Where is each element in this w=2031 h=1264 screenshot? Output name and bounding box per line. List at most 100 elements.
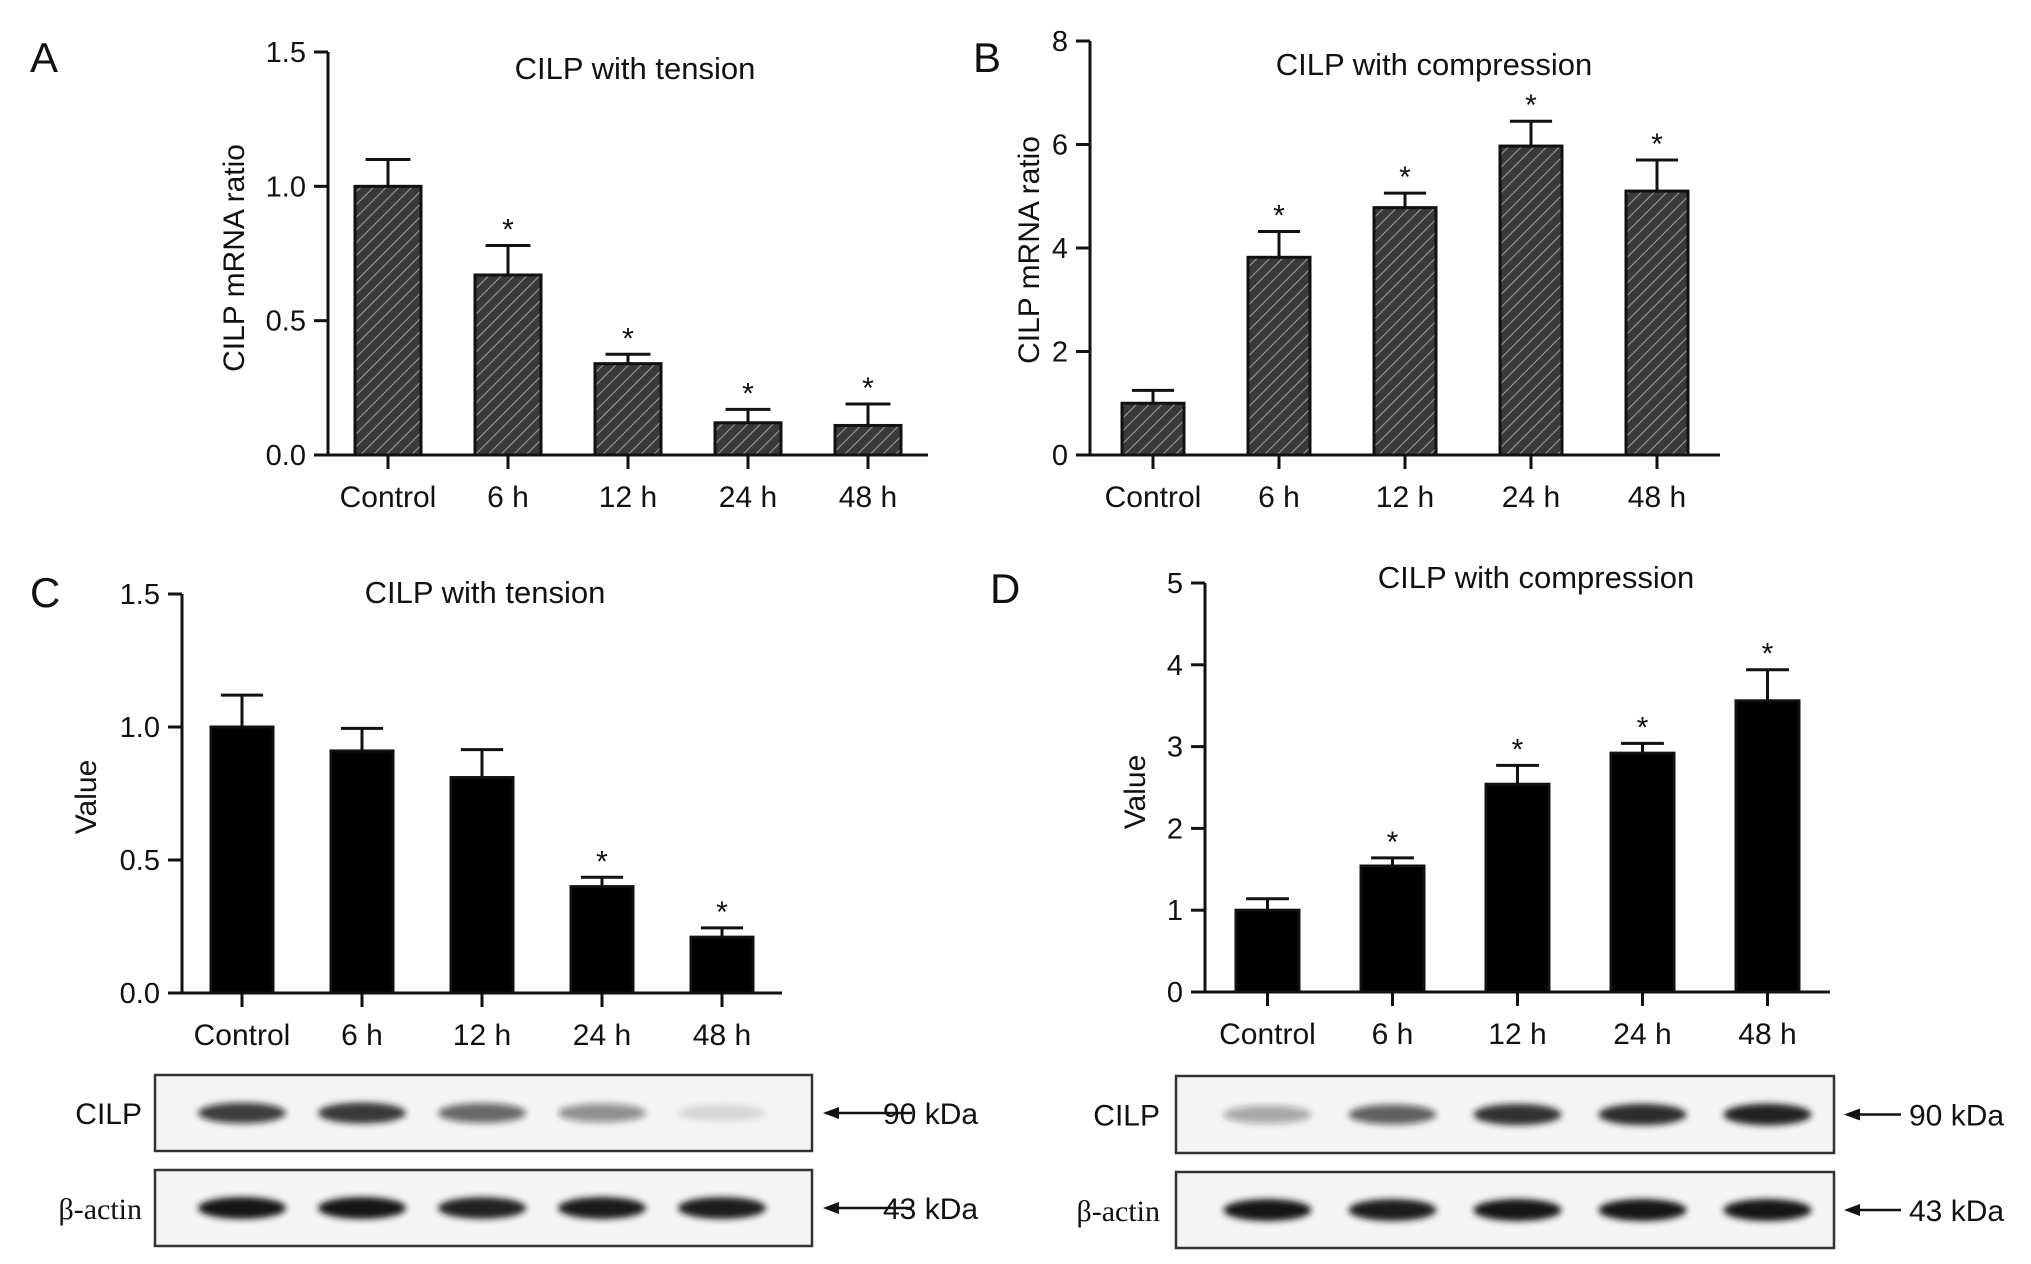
panel-letter-c: C bbox=[30, 569, 60, 616]
bar bbox=[713, 421, 783, 457]
chart-title-d: CILP with compression bbox=[1378, 560, 1694, 595]
blot-band bbox=[1473, 1103, 1562, 1126]
significance-mark: * bbox=[1651, 128, 1663, 161]
bar bbox=[1234, 908, 1301, 994]
blot-band bbox=[1473, 1199, 1562, 1221]
chart-title-a: CILP with tension bbox=[515, 51, 756, 86]
blot-band bbox=[1598, 1199, 1687, 1221]
panel-letter-d: D bbox=[990, 565, 1020, 612]
panel-letter-a: A bbox=[30, 34, 58, 81]
blot-row: CILP 90 kDa bbox=[1093, 1074, 2004, 1155]
molecular-weight-label: 90 kDa bbox=[1909, 1100, 2004, 1133]
blot-band bbox=[558, 1103, 646, 1123]
western-blot-c: CILP 90 kDa β-actin 43 kDa bbox=[58, 1073, 978, 1248]
significance-mark: * bbox=[596, 845, 608, 878]
significance-mark: * bbox=[1525, 89, 1537, 122]
arrow-left-icon bbox=[823, 1107, 839, 1119]
y-tick-label: 1.5 bbox=[120, 579, 160, 611]
bar bbox=[449, 776, 515, 995]
y-axis-label-c: Value bbox=[70, 760, 103, 835]
arrow-left-icon bbox=[823, 1202, 839, 1214]
plot-area-b: 0 2 4 6 8 Control 6 h * 12 h * 24 h * 48 h * bbox=[1052, 26, 1720, 514]
significance-mark: * bbox=[1399, 161, 1411, 194]
bar bbox=[1484, 782, 1551, 994]
y-axis-label-d: Value bbox=[1119, 755, 1152, 830]
plot-area-d: 0 1 2 3 4 5 Control 6 h * 12 h * 24 h * 48 h * bbox=[1167, 568, 1830, 1051]
category-label: 48 h bbox=[1738, 1018, 1796, 1051]
category-label: 6 h bbox=[1372, 1018, 1414, 1051]
category-label: 6 h bbox=[1258, 481, 1300, 514]
category-label: 12 h bbox=[1488, 1018, 1546, 1051]
significance-mark: * bbox=[1637, 711, 1649, 744]
category-label: 48 h bbox=[839, 481, 897, 514]
bar bbox=[1120, 401, 1186, 457]
molecular-weight-label: 43 kDa bbox=[1909, 1195, 2004, 1228]
blot-band bbox=[318, 1197, 406, 1219]
blot-row: CILP 90 kDa bbox=[75, 1073, 978, 1153]
blot-band bbox=[438, 1197, 526, 1219]
y-tick-label: 2 bbox=[1052, 337, 1068, 369]
y-axis-label-a: CILP mRNA ratio bbox=[218, 144, 251, 372]
category-label: 48 h bbox=[1628, 481, 1686, 514]
blot-row: β-actin 43 kDa bbox=[58, 1168, 978, 1248]
bar bbox=[569, 885, 635, 995]
y-tick-label: 0.0 bbox=[120, 978, 160, 1010]
category-label: 48 h bbox=[693, 1019, 751, 1052]
panel-b: B CILP with compression CILP mRNA ratio … bbox=[973, 26, 1720, 514]
blot-band bbox=[198, 1102, 286, 1124]
category-label: 6 h bbox=[341, 1019, 383, 1052]
y-tick-label: 0.5 bbox=[120, 845, 160, 877]
category-label: 12 h bbox=[599, 481, 657, 514]
y-tick-label: 8 bbox=[1052, 26, 1068, 58]
category-label: 12 h bbox=[453, 1019, 511, 1052]
category-label: Control bbox=[340, 481, 437, 514]
blot-band bbox=[1598, 1103, 1687, 1126]
y-tick-label: 1.0 bbox=[266, 171, 306, 203]
y-tick-label: 4 bbox=[1167, 650, 1183, 682]
category-label: 24 h bbox=[719, 481, 777, 514]
plot-area-c: 0.0 0.5 1.0 1.5 Control 6 h 12 h 24 h * 48 h * bbox=[120, 579, 782, 1052]
molecular-weight-label: 43 kDa bbox=[883, 1193, 978, 1226]
blot-band bbox=[318, 1102, 406, 1124]
category-label: 6 h bbox=[487, 481, 529, 514]
blot-row-label: β-actin bbox=[58, 1193, 142, 1226]
blot-band bbox=[558, 1197, 646, 1219]
y-tick-label: 1.5 bbox=[266, 37, 306, 69]
bar bbox=[1246, 255, 1312, 457]
significance-mark: * bbox=[742, 377, 754, 410]
category-label: 24 h bbox=[573, 1019, 631, 1052]
y-tick-label: 0 bbox=[1167, 977, 1183, 1009]
blot-band bbox=[1723, 1103, 1812, 1126]
category-label: Control bbox=[1105, 481, 1202, 514]
significance-mark: * bbox=[622, 322, 634, 355]
y-tick-label: 0 bbox=[1052, 440, 1068, 472]
blot-band bbox=[1348, 1104, 1437, 1125]
bar bbox=[1609, 751, 1676, 994]
category-label: 24 h bbox=[1613, 1018, 1671, 1051]
chart-title-c: CILP with tension bbox=[365, 575, 606, 610]
significance-mark: * bbox=[1512, 733, 1524, 766]
blot-band bbox=[1723, 1199, 1812, 1221]
western-blot-d: CILP 90 kDa β-actin 43 kDa bbox=[1076, 1074, 2004, 1250]
category-label: 12 h bbox=[1376, 481, 1434, 514]
bar bbox=[1498, 144, 1564, 457]
bar bbox=[593, 362, 663, 457]
y-tick-label: 2 bbox=[1167, 813, 1183, 845]
blot-band bbox=[678, 1197, 766, 1219]
y-tick-label: 0.0 bbox=[266, 440, 306, 472]
significance-mark: * bbox=[1273, 199, 1285, 232]
bar bbox=[473, 273, 543, 457]
significance-mark: * bbox=[862, 372, 874, 405]
bar bbox=[329, 749, 395, 995]
blot-band bbox=[1348, 1199, 1437, 1221]
significance-mark: * bbox=[1387, 826, 1399, 859]
arrow-left-icon bbox=[1844, 1204, 1860, 1216]
bar bbox=[1624, 189, 1690, 457]
panel-a: A CILP with tension CILP mRNA ratio 0.00… bbox=[30, 34, 928, 514]
blot-row-label: CILP bbox=[1093, 1100, 1160, 1133]
y-tick-label: 4 bbox=[1052, 233, 1068, 265]
y-tick-label: 1 bbox=[1167, 895, 1183, 927]
category-label: Control bbox=[194, 1019, 291, 1052]
bar bbox=[1372, 206, 1438, 457]
